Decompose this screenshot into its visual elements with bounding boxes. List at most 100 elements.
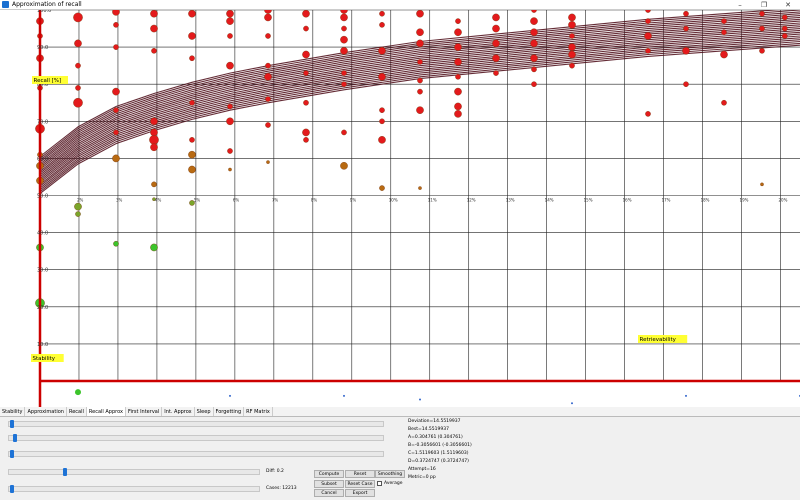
approx-curve-line [39, 15, 800, 165]
data-point [303, 137, 309, 143]
x-tick-label: 7% [272, 198, 279, 203]
data-point [341, 81, 347, 87]
data-point [379, 107, 385, 113]
data-point [75, 62, 81, 69]
subset-button[interactable]: Subset [314, 480, 344, 488]
data-point [683, 81, 689, 87]
x-tick-label: 8% [311, 198, 318, 203]
data-point [378, 47, 386, 55]
data-point [645, 7, 651, 13]
data-point-below [75, 389, 81, 396]
data-point [189, 200, 195, 206]
data-point [188, 150, 196, 159]
approx-curve-line [39, 31, 800, 182]
data-point [265, 33, 271, 39]
slider-3[interactable] [8, 450, 384, 458]
slider-1-thumb[interactable] [10, 420, 14, 428]
data-point [151, 48, 157, 54]
cases-slider[interactable] [8, 485, 260, 493]
cancel-button[interactable]: Cancel [314, 489, 344, 497]
difficulty-slider[interactable] [8, 468, 260, 476]
x-tick-label: 4% [155, 198, 162, 203]
reset-case-button[interactable]: Reset Case [345, 480, 375, 488]
x-tick-label: 9% [350, 198, 357, 203]
x-tick-label: 14% [545, 198, 554, 203]
slider-3-thumb[interactable] [10, 450, 14, 458]
data-point [721, 18, 727, 24]
reset-button[interactable]: Reset [345, 470, 375, 478]
data-point [455, 18, 461, 24]
data-point [530, 39, 538, 48]
data-point [492, 54, 500, 63]
minimize-button[interactable]: – [738, 1, 742, 9]
data-point [378, 136, 386, 144]
x-tick-label: 2% [77, 198, 84, 203]
data-point [113, 44, 119, 50]
data-point [683, 25, 689, 32]
tab-int-approx[interactable]: Int. Approx [162, 407, 195, 416]
data-point [226, 17, 234, 25]
x-tick-label: 11% [428, 198, 437, 203]
data-point [568, 43, 576, 51]
export-button[interactable]: Export [345, 489, 375, 497]
stability-label-bg [31, 354, 64, 362]
tab-recall[interactable]: Recall [67, 407, 87, 416]
data-point [418, 186, 422, 190]
close-button[interactable]: ✕ [785, 1, 791, 9]
data-point [227, 33, 233, 39]
x-tick-label: 20% [779, 198, 788, 203]
data-point [416, 106, 424, 114]
y-tick-label: 30.0 [37, 268, 48, 274]
data-point [417, 77, 423, 84]
data-point [265, 62, 271, 69]
data-point [682, 47, 690, 55]
slider-1[interactable] [8, 420, 384, 428]
x-tick-label: 15% [584, 198, 593, 203]
difficulty-slider-thumb[interactable] [63, 468, 67, 476]
data-point [416, 39, 424, 48]
compute-button[interactable]: Compute [314, 470, 344, 478]
data-point [454, 43, 462, 51]
data-point [644, 32, 652, 40]
data-point [340, 6, 348, 14]
data-point [379, 185, 385, 191]
tab-first-interval[interactable]: First Interval [126, 407, 163, 416]
slider-2[interactable] [8, 434, 384, 442]
data-point [417, 88, 423, 95]
y-tick-label: 80.0 [37, 82, 48, 88]
average-checkbox[interactable] [377, 481, 382, 486]
recall-plot: 2% 3% 4% 5% 6% 7% 8% 9% 10% 11% 12% 13% 14% 15% 16% 17%… [0, 0, 800, 407]
tab-rf-matrix[interactable]: RF Matrix [244, 407, 273, 416]
data-point [112, 154, 120, 163]
tab-forgetting[interactable]: Forgetting [214, 407, 245, 416]
difficulty-label: Diff: 0.2 [266, 469, 284, 474]
data-point [340, 47, 348, 55]
slider-2-thumb[interactable] [13, 434, 17, 442]
stat-deviation: Deviation=14.5519937 [408, 419, 461, 424]
recall-chart: 2% 3% 4% 5% 6% 7% 8% 9% 10% 11% 12% 13% 14% 15% 16% 17%… [31, 0, 800, 407]
x-tick-label: 13% [506, 198, 515, 203]
data-point [74, 39, 82, 48]
x-axis-label: Retrievability [640, 337, 677, 343]
data-point [569, 33, 575, 39]
data-point [530, 54, 538, 63]
tab-recall-approx[interactable]: Recall Approx [86, 407, 126, 416]
x-tick-label: 5% [194, 198, 201, 203]
data-point [340, 35, 348, 44]
data-point [379, 22, 385, 28]
smoothing-button[interactable]: Smoothing [375, 470, 405, 478]
tab-stability[interactable]: Stability [0, 407, 26, 416]
window-title: Approximation of recall [12, 1, 82, 8]
data-point [265, 122, 271, 128]
stability-label: Stability [33, 356, 56, 362]
tab-approximation[interactable]: Approximation [25, 407, 67, 416]
tab-bar: Stability Approximation Recall Recall Appro… [0, 407, 800, 417]
maximize-button[interactable]: ❐ [760, 1, 768, 9]
tab-sleep[interactable]: Sleep [195, 407, 214, 416]
stat-best: Best=14.5519937 [408, 427, 449, 432]
data-point [113, 107, 119, 113]
data-point [189, 55, 195, 62]
data-point [531, 66, 537, 73]
cases-slider-thumb[interactable] [10, 485, 14, 493]
data-point [226, 117, 234, 126]
